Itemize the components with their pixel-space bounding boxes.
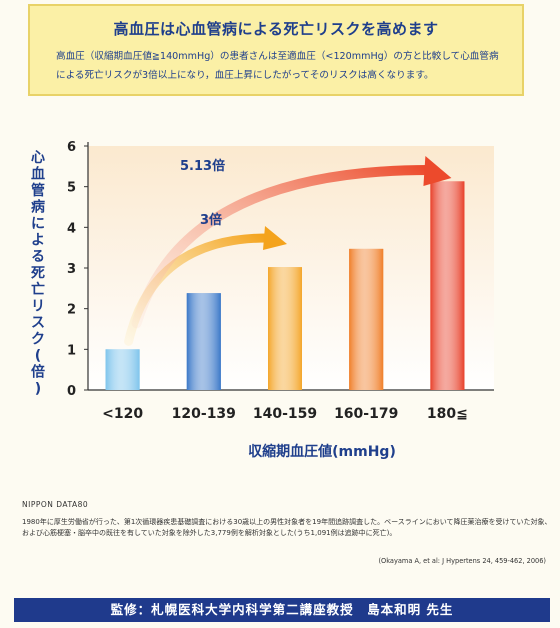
source-note: 1980年に厚生労働省が行った、第1次循環器疾患基礎調査における30歳以上の男性… (22, 518, 552, 537)
page-title: 高血圧は心血管病による死亡リスクを高めます (113, 20, 439, 38)
x-tick-label-4: 180≦ (427, 406, 468, 422)
arrow-513x (131, 165, 435, 329)
annotation-513x: 5.13倍 (180, 158, 225, 174)
header-box: 高血圧は心血管病による死亡リスクを高めます 高血圧（収縮期血圧値≧140mmHg… (28, 4, 524, 96)
x-tick-label-1: 120-139 (172, 406, 236, 422)
y-tick-label: 1 (67, 343, 76, 358)
bar-0 (105, 349, 140, 390)
bar-1 (186, 293, 221, 390)
header-description: 高血圧（収縮期血圧値≧140mmHg）の患者さんは至適血圧（<120mmHg）の… (56, 51, 499, 81)
y-tick-label: 0 (67, 384, 76, 399)
citation: (Okayama A, et al: J Hypertens 24, 459-4… (378, 557, 546, 565)
arrow-3x-head (263, 226, 287, 250)
y-tick-label: 2 (67, 303, 76, 318)
y-axis-title: 心血管病による死亡リスク(倍) (30, 150, 45, 397)
footer-label: 監修：札幌医科大学内科学第二講座教授 島本和明 先生 (110, 602, 454, 617)
bar-3 (349, 248, 384, 390)
y-tick-label: 3 (67, 262, 76, 277)
x-tick-label-3: 160-179 (334, 406, 398, 422)
y-tick-label: 5 (67, 181, 76, 196)
footer-supervisor: 監修：札幌医科大学内科学第二講座教授 島本和明 先生 (14, 598, 550, 622)
arrow-513x-head (423, 156, 452, 186)
bar-2 (268, 267, 302, 390)
x-tick-label-2: 140-159 (253, 406, 317, 422)
annotation-3x: 3倍 (200, 212, 222, 228)
y-tick-label: 4 (67, 221, 76, 236)
bar-4 (430, 181, 465, 390)
source-study: NIPPON DATA80 (22, 500, 89, 509)
x-axis-title: 収縮期血圧値(mmHg) (248, 443, 396, 460)
y-tick-label: 6 (67, 140, 76, 155)
bar-chart: 0 1 2 3 4 5 6 <120 120-139 140-159 160-179 180≦ 収縮期血… (30, 140, 494, 460)
x-tick-label-0: <120 (102, 406, 143, 422)
